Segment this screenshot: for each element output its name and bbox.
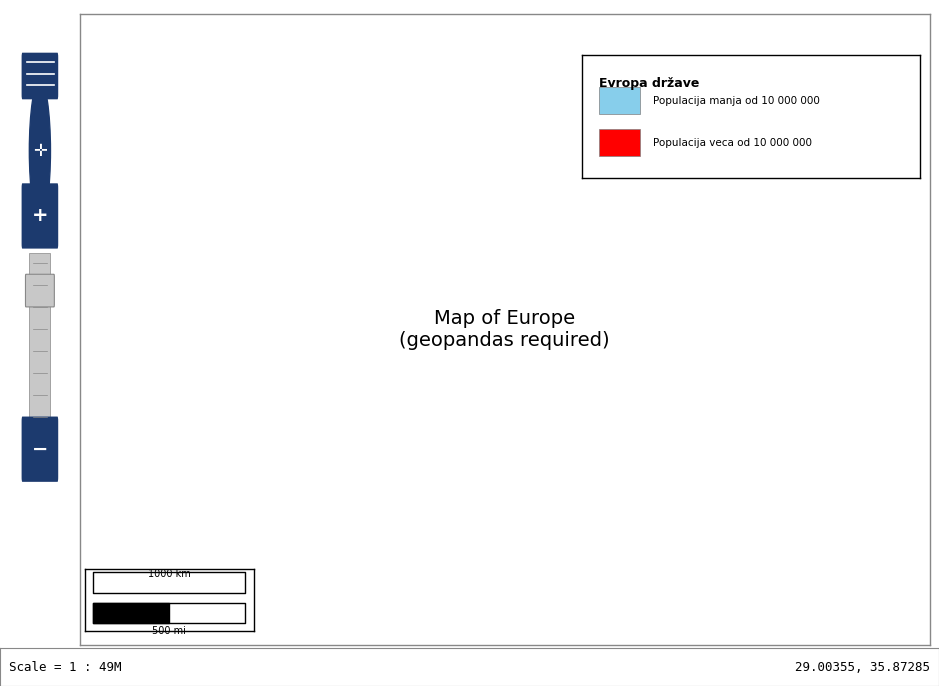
Text: Populacija veca od 10 000 000: Populacija veca od 10 000 000 bbox=[654, 138, 812, 147]
Text: 29.00355, 35.87285: 29.00355, 35.87285 bbox=[794, 661, 930, 674]
Text: +: + bbox=[32, 206, 48, 226]
Bar bbox=[29, 253, 51, 431]
Bar bbox=[599, 87, 639, 114]
FancyBboxPatch shape bbox=[22, 53, 58, 99]
FancyBboxPatch shape bbox=[25, 274, 54, 307]
Text: Map of Europe
(geopandas required): Map of Europe (geopandas required) bbox=[399, 309, 610, 350]
Bar bbox=[599, 129, 639, 156]
FancyBboxPatch shape bbox=[22, 416, 58, 482]
Text: 500 mi: 500 mi bbox=[152, 626, 186, 637]
Text: Populacija manja od 10 000 000: Populacija manja od 10 000 000 bbox=[654, 95, 820, 106]
Text: 1000 km: 1000 km bbox=[147, 569, 191, 580]
Text: Scale = 1 : 49M: Scale = 1 : 49M bbox=[9, 661, 122, 674]
Circle shape bbox=[29, 81, 51, 221]
Text: Evropa države: Evropa države bbox=[599, 77, 700, 90]
Text: −: − bbox=[32, 440, 48, 459]
Text: ✛: ✛ bbox=[33, 141, 47, 160]
FancyBboxPatch shape bbox=[22, 183, 58, 248]
